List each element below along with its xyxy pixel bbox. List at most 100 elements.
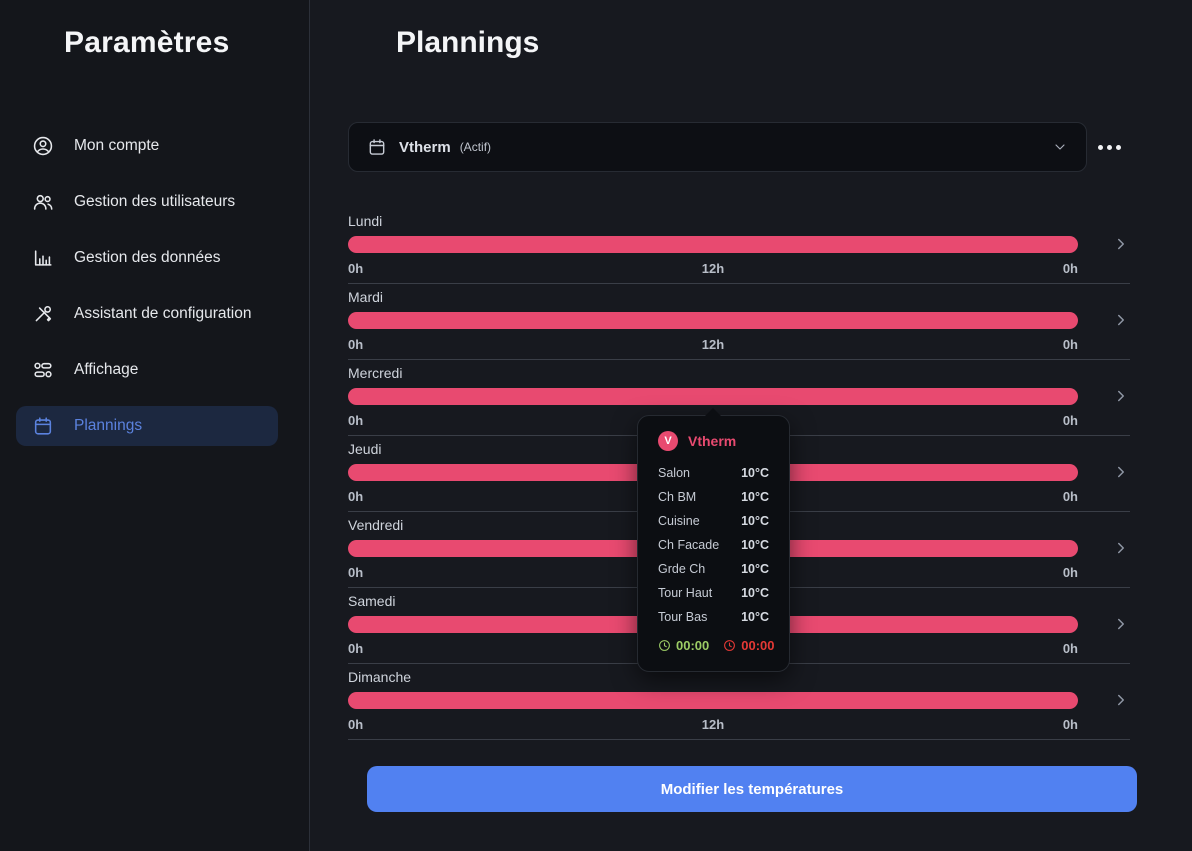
sidebar-item-affichage[interactable]: Affichage <box>16 350 278 390</box>
day-row-dimanche: Dimanche 0h 12h 0h <box>348 669 1130 745</box>
zone-name: Tour Bas <box>658 610 708 624</box>
schedule-bar[interactable] <box>348 692 1078 709</box>
sidebar-item-plannings[interactable]: Plannings <box>16 406 278 446</box>
zone-temperature: 10°C <box>741 610 769 624</box>
chevron-right-icon[interactable] <box>1112 615 1130 633</box>
sidebar: Paramètres Mon compte Gestion des utilis… <box>0 0 310 851</box>
clock-icon <box>659 640 670 651</box>
tick-start: 0h <box>348 641 364 656</box>
start-time-value: 00:00 <box>676 638 710 653</box>
sidebar-item-label: Plannings <box>74 417 143 434</box>
day-label: Jeudi <box>348 441 382 457</box>
sidebar-item-label: Affichage <box>74 361 139 378</box>
row-divider <box>348 359 1130 360</box>
sidebar-item-label: Gestion des données <box>74 249 221 266</box>
tooltip-header: V Vtherm <box>658 431 769 451</box>
sidebar-item-label: Mon compte <box>74 137 160 154</box>
time-axis: 0h 12h 0h <box>348 337 1078 352</box>
sidebar-item-gestion-utilisateurs[interactable]: Gestion des utilisateurs <box>16 182 278 222</box>
dot-icon <box>1098 144 1103 150</box>
schedule-bar[interactable] <box>348 388 1078 405</box>
day-label: Mardi <box>348 289 384 305</box>
chevron-right-icon[interactable] <box>1112 311 1130 329</box>
toggles-icon <box>32 359 54 381</box>
chevron-right-icon[interactable] <box>1112 463 1130 481</box>
zone-temperature: 10°C <box>741 466 769 480</box>
user-circle-icon <box>32 135 54 157</box>
start-time: 00:00 <box>658 638 709 653</box>
bar-chart-icon <box>32 247 54 269</box>
planning-select-status: (Actif) <box>459 140 492 154</box>
zone-temperature: 10°C <box>741 490 769 504</box>
tick-end: 0h <box>1062 717 1078 732</box>
planning-menu-button[interactable] <box>1098 135 1132 159</box>
tooltip-footer: 00:00 00:00 <box>658 638 775 653</box>
tick-start: 0h <box>348 565 364 580</box>
clock-icon <box>724 640 736 651</box>
day-schedule-list: Lundi 0h 12h 0h Mardi 0h 12h 0h <box>348 213 1130 745</box>
zone-name: Tour Haut <box>658 586 713 600</box>
zone-name: Cuisine <box>658 514 700 528</box>
planning-select-value: Vtherm <box>399 138 451 156</box>
sidebar-title: Paramètres <box>64 26 230 59</box>
chevron-right-icon[interactable] <box>1112 691 1130 709</box>
tick-start: 0h <box>348 413 364 428</box>
main-content: Plannings Vtherm (Actif) Lundi 0h 12h <box>311 0 1192 851</box>
zone-temperature: 10°C <box>741 562 769 576</box>
row-divider <box>348 739 1130 740</box>
zone-name: Grde Ch <box>658 562 706 576</box>
chevron-right-icon[interactable] <box>1112 387 1130 405</box>
zone-temperature: 10°C <box>741 538 769 552</box>
day-label: Mercredi <box>348 365 403 381</box>
tick-start: 0h <box>348 489 364 504</box>
zone-temperature: 10°C <box>741 586 769 600</box>
dot-icon <box>1107 144 1112 150</box>
zone-temperature: 10°C <box>741 514 769 528</box>
chevron-down-icon <box>1052 139 1068 155</box>
tooltip-row: Cuisine 10°C <box>658 509 769 533</box>
tooltip-row: Ch Facade 10°C <box>658 533 769 557</box>
edit-temperatures-button[interactable]: Modifier les températures <box>367 766 1137 812</box>
tick-end: 0h <box>1062 489 1078 504</box>
tick-mid: 12h <box>701 261 725 276</box>
tick-end: 0h <box>1062 261 1078 276</box>
sidebar-item-mon-compte[interactable]: Mon compte <box>16 126 278 166</box>
day-label: Samedi <box>348 593 396 609</box>
tools-icon <box>32 303 54 325</box>
time-axis: 0h 12h 0h <box>348 261 1078 276</box>
end-time: 00:00 <box>723 638 775 653</box>
zone-name: Salon <box>658 466 690 480</box>
tick-start: 0h <box>348 261 364 276</box>
tooltip-arrow <box>705 408 721 416</box>
vtherm-badge: V <box>658 431 678 451</box>
zone-name: Ch Facade <box>658 538 720 552</box>
tick-mid: 12h <box>701 337 725 352</box>
end-time-value: 00:00 <box>741 638 775 653</box>
tooltip-row: Tour Bas 10°C <box>658 605 769 629</box>
sidebar-item-label: Gestion des utilisateurs <box>74 193 236 210</box>
day-label: Lundi <box>348 213 383 229</box>
tick-mid: 12h <box>701 717 725 732</box>
planning-select[interactable]: Vtherm (Actif) <box>348 122 1087 172</box>
schedule-bar[interactable] <box>348 312 1078 329</box>
tick-start: 0h <box>348 717 364 732</box>
calendar-icon <box>367 137 387 157</box>
tooltip-title: Vtherm <box>688 433 737 449</box>
tooltip-row: Salon 10°C <box>658 461 769 485</box>
sidebar-item-assistant-configuration[interactable]: Assistant de configuration <box>16 294 278 334</box>
sidebar-item-gestion-donnees[interactable]: Gestion des données <box>16 238 278 278</box>
chevron-right-icon[interactable] <box>1112 235 1130 253</box>
day-label: Dimanche <box>348 669 412 685</box>
page-title: Plannings <box>396 26 540 59</box>
zone-name: Ch BM <box>658 490 697 504</box>
schedule-bar[interactable] <box>348 236 1078 253</box>
tooltip-row: Tour Haut 10°C <box>658 581 769 605</box>
sidebar-item-label: Assistant de configuration <box>74 305 252 322</box>
users-icon <box>32 191 54 213</box>
tick-start: 0h <box>348 337 364 352</box>
tick-end: 0h <box>1062 413 1078 428</box>
chevron-right-icon[interactable] <box>1112 539 1130 557</box>
calendar-icon <box>32 415 54 437</box>
tooltip-row: Ch BM 10°C <box>658 485 769 509</box>
